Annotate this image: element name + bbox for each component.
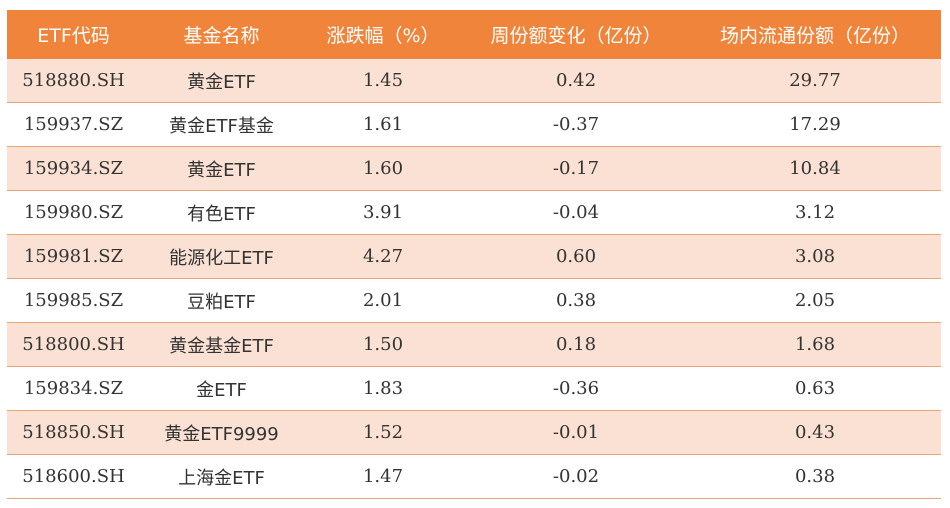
cell-etf-code: 159937.SZ [7, 102, 140, 147]
cell-floating-shares: 1.68 [689, 322, 941, 367]
cell-weekly-share-change: -0.17 [463, 146, 689, 191]
cell-etf-code: 518850.SH [7, 410, 140, 455]
header-fund-name: 基金名称 [140, 10, 303, 59]
cell-weekly-share-change: -0.04 [463, 190, 689, 235]
table-row: 159834.SZ 金ETF 1.83 -0.36 0.63 [7, 366, 941, 411]
cell-etf-code: 159985.SZ [7, 278, 140, 323]
cell-change-pct: 3.91 [303, 190, 463, 235]
cell-fund-name: 有色ETF [140, 190, 303, 235]
cell-fund-name: 上海金ETF [140, 454, 303, 499]
cell-weekly-share-change: 0.60 [463, 234, 689, 279]
cell-change-pct: 2.01 [303, 278, 463, 323]
cell-fund-name: 黄金ETF [140, 59, 303, 103]
cell-floating-shares: 0.63 [689, 366, 941, 411]
table-row: 518880.SH 黄金ETF 1.45 0.42 29.77 [7, 59, 941, 103]
table-body: 518880.SH 黄金ETF 1.45 0.42 29.77 159937.SZ 黄金ET… [7, 59, 941, 499]
cell-etf-code: 518800.SH [7, 322, 140, 367]
cell-floating-shares: 0.38 [689, 454, 941, 499]
cell-etf-code: 159834.SZ [7, 366, 140, 411]
cell-change-pct: 1.45 [303, 59, 463, 103]
table-row: 159934.SZ 黄金ETF 1.60 -0.17 10.84 [7, 146, 941, 191]
cell-floating-shares: 2.05 [689, 278, 941, 323]
cell-fund-name: 豆粕ETF [140, 278, 303, 323]
cell-change-pct: 4.27 [303, 234, 463, 279]
cell-floating-shares: 10.84 [689, 146, 941, 191]
cell-floating-shares: 3.12 [689, 190, 941, 235]
cell-etf-code: 518880.SH [7, 59, 140, 103]
header-weekly-share-change: 周份额变化（亿份） [463, 10, 689, 59]
table-row: 518600.SH 上海金ETF 1.47 -0.02 0.38 [7, 454, 941, 499]
cell-weekly-share-change: 0.38 [463, 278, 689, 323]
cell-etf-code: 159980.SZ [7, 190, 140, 235]
cell-change-pct: 1.50 [303, 322, 463, 367]
table-row: 518800.SH 黄金基金ETF 1.50 0.18 1.68 [7, 322, 941, 367]
cell-etf-code: 159934.SZ [7, 146, 140, 191]
etf-table: ETF代码 基金名称 涨跌幅（%） 周份额变化（亿份） 场内流通份额（亿份） 5… [7, 10, 941, 499]
cell-fund-name: 黄金基金ETF [140, 322, 303, 367]
cell-change-pct: 1.60 [303, 146, 463, 191]
table-row: 159980.SZ 有色ETF 3.91 -0.04 3.12 [7, 190, 941, 235]
cell-fund-name: 黄金ETF [140, 146, 303, 191]
cell-change-pct: 1.47 [303, 454, 463, 499]
cell-change-pct: 1.83 [303, 366, 463, 411]
cell-weekly-share-change: -0.36 [463, 366, 689, 411]
cell-floating-shares: 0.43 [689, 410, 941, 455]
table-row: 159937.SZ 黄金ETF基金 1.61 -0.37 17.29 [7, 102, 941, 147]
cell-fund-name: 金ETF [140, 366, 303, 411]
table-row: 159981.SZ 能源化工ETF 4.27 0.60 3.08 [7, 234, 941, 279]
header-floating-shares: 场内流通份额（亿份） [689, 10, 941, 59]
cell-floating-shares: 17.29 [689, 102, 941, 147]
cell-weekly-share-change: 0.18 [463, 322, 689, 367]
table-row: 518850.SH 黄金ETF9999 1.52 -0.01 0.43 [7, 410, 941, 455]
cell-floating-shares: 29.77 [689, 59, 941, 103]
cell-floating-shares: 3.08 [689, 234, 941, 279]
cell-fund-name: 黄金ETF9999 [140, 410, 303, 455]
cell-weekly-share-change: -0.01 [463, 410, 689, 455]
header-etf-code: ETF代码 [7, 10, 140, 59]
cell-weekly-share-change: -0.02 [463, 454, 689, 499]
header-row: ETF代码 基金名称 涨跌幅（%） 周份额变化（亿份） 场内流通份额（亿份） [7, 10, 941, 59]
cell-change-pct: 1.61 [303, 102, 463, 147]
cell-weekly-share-change: 0.42 [463, 59, 689, 103]
cell-fund-name: 能源化工ETF [140, 234, 303, 279]
cell-etf-code: 159981.SZ [7, 234, 140, 279]
cell-weekly-share-change: -0.37 [463, 102, 689, 147]
cell-etf-code: 518600.SH [7, 454, 140, 499]
table-header: ETF代码 基金名称 涨跌幅（%） 周份额变化（亿份） 场内流通份额（亿份） [7, 10, 941, 59]
table-row: 159985.SZ 豆粕ETF 2.01 0.38 2.05 [7, 278, 941, 323]
header-change-pct: 涨跌幅（%） [303, 10, 463, 59]
cell-change-pct: 1.52 [303, 410, 463, 455]
cell-fund-name: 黄金ETF基金 [140, 102, 303, 147]
